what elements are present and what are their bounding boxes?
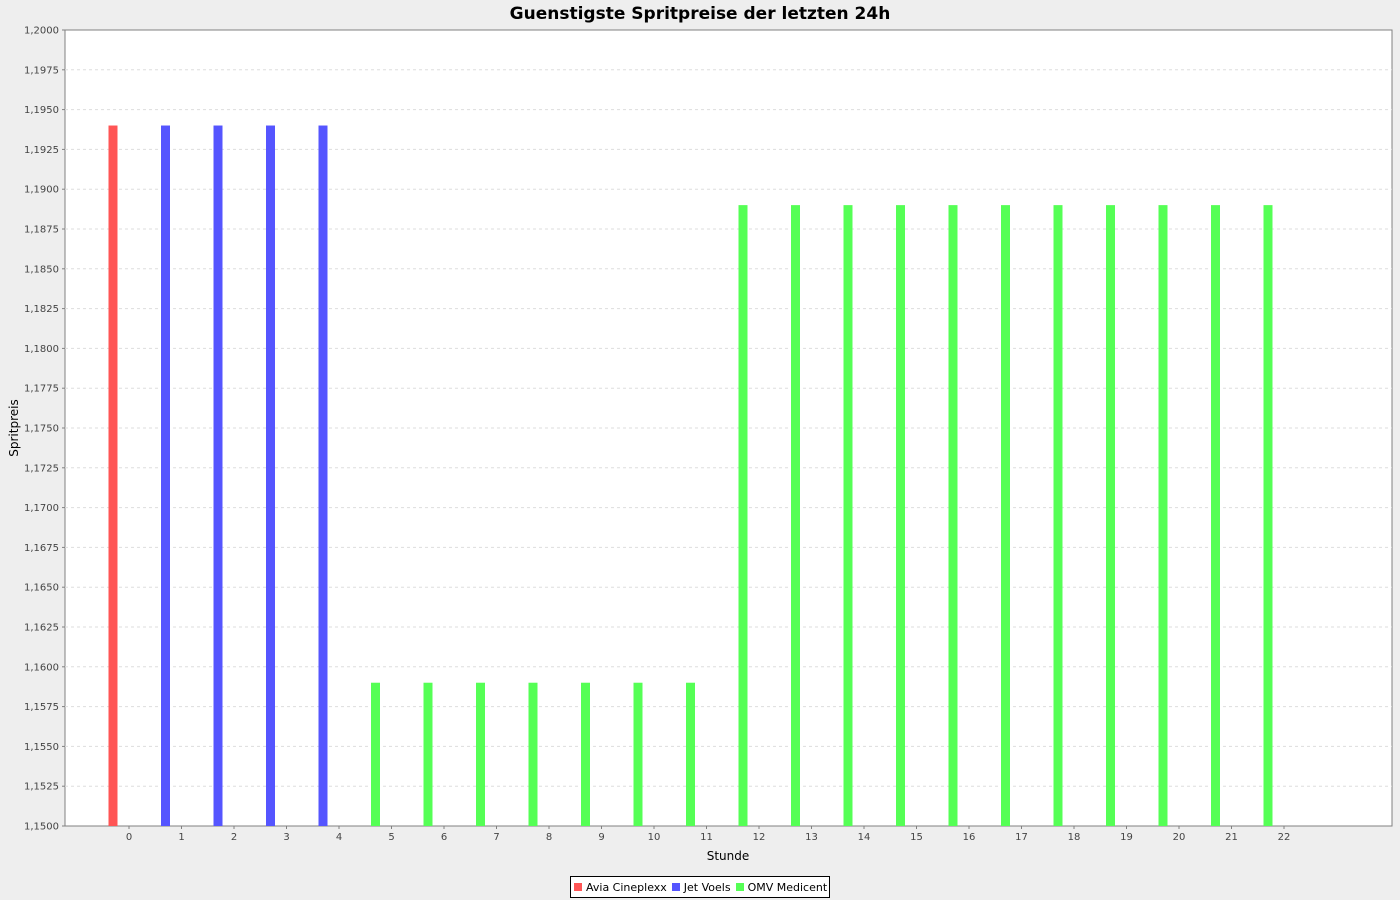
x-axis-label: Stunde xyxy=(707,849,750,863)
legend-item-omv: OMV Medicent xyxy=(735,880,828,894)
x-tick-label: 21 xyxy=(1225,832,1238,843)
y-tick-label: 1,1800 xyxy=(24,344,59,355)
x-tick-label: 2 xyxy=(231,832,237,843)
bar xyxy=(1053,205,1063,826)
legend-label: OMV Medicent xyxy=(747,880,828,894)
bar xyxy=(1158,205,1168,826)
legend-item-avia: Avia Cineplexx xyxy=(574,881,667,894)
grid-lines xyxy=(65,69,1392,787)
y-tick-label: 1,1925 xyxy=(24,145,59,156)
bar xyxy=(213,125,223,826)
legend: Avia Cineplexx Jet Voels OMV Medicent xyxy=(570,876,831,898)
y-tick-label: 1,1950 xyxy=(24,105,59,116)
x-tick-label: 0 xyxy=(126,832,132,843)
y-tick-label: 1,1750 xyxy=(24,424,59,435)
x-tick-label: 7 xyxy=(493,832,499,843)
y-tick-label: 1,1650 xyxy=(24,583,59,594)
bar xyxy=(581,682,590,826)
y-tick-label: 1,1850 xyxy=(24,264,59,275)
x-tick-label: 5 xyxy=(388,832,394,843)
x-tick-label: 10 xyxy=(648,832,661,843)
y-tick-label: 1,1875 xyxy=(24,225,59,236)
bar xyxy=(318,125,328,826)
x-tick-label: 19 xyxy=(1120,832,1133,843)
bar xyxy=(108,125,118,826)
bar xyxy=(371,682,380,826)
legend-swatch xyxy=(574,883,582,891)
bar xyxy=(843,205,853,826)
y-tick-label: 1,1575 xyxy=(24,702,59,713)
bars xyxy=(108,125,1273,826)
bar xyxy=(1263,205,1273,826)
bar xyxy=(1211,205,1220,826)
y-tick-label: 1,1825 xyxy=(24,304,59,315)
bar xyxy=(633,682,643,826)
bar xyxy=(423,682,433,826)
y-tick-label: 1,1550 xyxy=(24,742,59,753)
y-tick-label: 1,1900 xyxy=(24,185,59,196)
y-tick-label: 1,1500 xyxy=(24,822,59,833)
y-tick-label: 1,2000 xyxy=(24,26,59,37)
y-tick-label: 1,1725 xyxy=(24,463,59,474)
x-tick-label: 11 xyxy=(700,832,713,843)
y-axis-ticks: 1,1500 1,1525 1,1550 1,1575 1,1600 1,1625 1,16… xyxy=(24,26,65,833)
x-tick-label: 9 xyxy=(598,832,604,843)
x-tick-label: 3 xyxy=(283,832,289,843)
legend-item-jet: Jet Voels xyxy=(671,880,731,894)
x-tick-label: 12 xyxy=(753,832,766,843)
y-tick-label: 1,1525 xyxy=(24,782,59,793)
bar xyxy=(1106,205,1115,826)
bar xyxy=(948,205,958,826)
bar xyxy=(161,125,170,826)
bar xyxy=(686,682,695,826)
x-axis-ticks: 0 1 2 3 4 5 6 7 8 9 10 11 12 13 14 15 16 17 18 19 20 21 22 xyxy=(126,826,1291,843)
legend-swatch xyxy=(671,883,680,891)
bar xyxy=(791,205,800,826)
x-tick-label: 16 xyxy=(963,832,976,843)
legend-label: Jet Voels xyxy=(683,880,731,894)
bar xyxy=(738,205,748,826)
x-tick-label: 15 xyxy=(910,832,923,843)
x-tick-label: 17 xyxy=(1015,832,1028,843)
y-tick-label: 1,1600 xyxy=(24,662,59,673)
legend-swatch xyxy=(735,883,744,891)
bar xyxy=(896,205,905,826)
y-tick-label: 1,1700 xyxy=(24,503,59,514)
x-tick-label: 20 xyxy=(1173,832,1186,843)
x-tick-label: 4 xyxy=(336,832,342,843)
bar xyxy=(476,682,485,826)
x-tick-label: 6 xyxy=(441,832,447,843)
y-axis-label: Spritpreis xyxy=(7,399,21,456)
y-tick-label: 1,1775 xyxy=(24,384,59,395)
x-tick-label: 1 xyxy=(178,832,184,843)
x-tick-label: 13 xyxy=(805,832,818,843)
x-tick-label: 8 xyxy=(546,832,552,843)
x-tick-label: 22 xyxy=(1278,832,1291,843)
y-tick-label: 1,1625 xyxy=(24,623,59,634)
x-tick-label: 14 xyxy=(858,832,871,843)
bar xyxy=(266,125,275,826)
y-tick-label: 1,1675 xyxy=(24,543,59,554)
bar xyxy=(528,682,538,826)
legend-label: Avia Cineplexx xyxy=(586,880,667,894)
y-tick-label: 1,1975 xyxy=(24,65,59,76)
chart-title: Guenstigste Spritpreise der letzten 24h xyxy=(510,4,891,24)
bar xyxy=(1001,205,1010,826)
x-tick-label: 18 xyxy=(1068,832,1081,843)
